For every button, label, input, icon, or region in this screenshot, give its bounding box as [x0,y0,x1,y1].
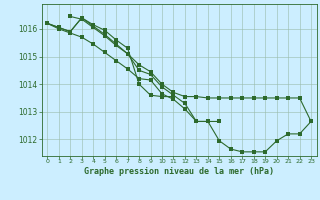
X-axis label: Graphe pression niveau de la mer (hPa): Graphe pression niveau de la mer (hPa) [84,167,274,176]
